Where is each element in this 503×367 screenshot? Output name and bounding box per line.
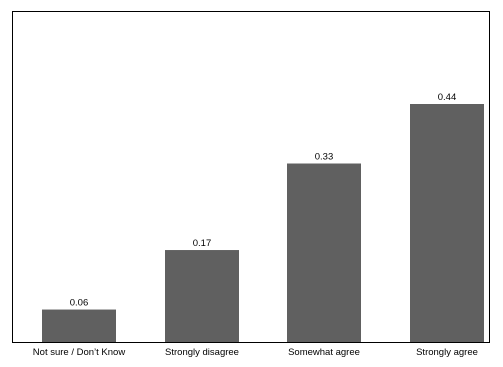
value-label-3: 0.44	[438, 92, 457, 103]
x-tick-label-0: Not sure / Don’t Know	[33, 347, 126, 358]
value-label-0: 0.06	[70, 298, 89, 309]
value-label-2: 0.33	[315, 152, 334, 163]
bar-2	[287, 163, 361, 342]
bars	[42, 104, 484, 342]
plot-frame	[12, 11, 490, 343]
value-label-1: 0.17	[193, 238, 212, 249]
x-tick-labels: Not sure / Don’t Know Strongly disagree So…	[33, 347, 478, 358]
x-tick-label-1: Strongly disagree	[165, 347, 239, 358]
x-tick-label-2: Somewhat agree	[288, 347, 360, 358]
value-labels: 0.06 0.17 0.33 0.44	[70, 92, 457, 309]
bar-0	[42, 309, 116, 342]
x-tick-label-3: Strongly agree	[416, 347, 478, 358]
bar-1	[165, 250, 239, 342]
bar-3	[410, 104, 484, 342]
